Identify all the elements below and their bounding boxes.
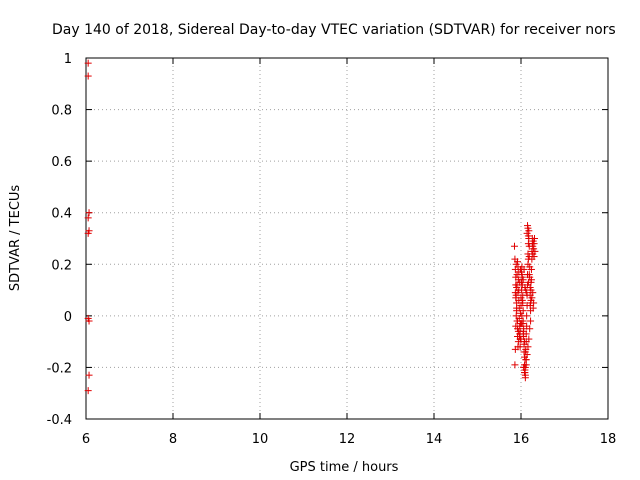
data-point — [518, 296, 526, 304]
x-tick-label: 6 — [82, 432, 90, 447]
data-point — [518, 312, 526, 320]
plot-frame — [85, 57, 609, 420]
data-point — [526, 325, 534, 333]
x-tick-label: 14 — [426, 432, 443, 447]
data-point — [527, 317, 535, 325]
y-tick-labels: -0.4 -0.2 0 0.2 0.4 0.6 0.8 1 — [47, 52, 72, 428]
data-point — [84, 59, 92, 67]
data-point — [530, 235, 538, 242]
y-tick-label: 0.6 — [51, 155, 72, 170]
data-point — [528, 294, 536, 302]
data-point — [511, 345, 519, 353]
x-tick-label: 8 — [169, 432, 177, 447]
y-tick-label: 0 — [64, 310, 72, 325]
y-tick-label: 0.8 — [51, 104, 72, 119]
data-point — [527, 265, 535, 273]
data-point — [84, 72, 92, 80]
data-point — [515, 268, 523, 276]
data-point — [510, 242, 518, 250]
data-point — [516, 343, 524, 351]
x-tick-label: 16 — [513, 432, 530, 447]
data-point — [527, 278, 535, 286]
data-point — [531, 247, 539, 255]
data-point — [84, 387, 92, 395]
data-point — [519, 330, 527, 338]
data-point — [523, 229, 531, 237]
y-tick-label: -0.4 — [47, 413, 72, 428]
data-point — [84, 229, 92, 237]
data-point — [530, 299, 538, 307]
x-axis-label: GPS time / hours — [290, 460, 399, 475]
data-point — [512, 260, 520, 268]
data-point — [524, 343, 532, 351]
data-point — [519, 307, 527, 315]
data-point — [511, 361, 519, 369]
x-tick-label: 18 — [600, 432, 617, 447]
y-tick-label: 1 — [64, 52, 72, 67]
data-point — [84, 214, 92, 222]
chart-title: Day 140 of 2018, Sidereal Day-to-day VTE… — [52, 22, 616, 38]
data-point — [530, 253, 538, 261]
y-tick-label: -0.2 — [47, 361, 72, 376]
data-point — [519, 276, 527, 284]
data-point — [522, 361, 530, 369]
data-point — [514, 327, 522, 335]
data-point — [522, 286, 530, 294]
x-tick-labels: 6 8 10 12 14 16 18 — [82, 432, 616, 447]
y-tick-label: 0.4 — [51, 207, 72, 222]
x-tick-label: 10 — [252, 432, 269, 447]
data-points — [84, 59, 539, 395]
data-point — [514, 338, 522, 346]
x-tick-label: 12 — [339, 432, 356, 447]
y-tick-label: 0.2 — [51, 258, 72, 273]
data-point — [513, 281, 521, 289]
data-point — [513, 304, 521, 312]
grid-lines — [86, 58, 608, 419]
data-point — [525, 271, 533, 279]
data-point — [525, 335, 533, 343]
data-point — [521, 374, 529, 382]
data-point — [85, 317, 93, 325]
data-point — [85, 209, 93, 217]
data-point — [524, 255, 532, 263]
data-point — [524, 224, 532, 232]
data-point — [521, 348, 529, 356]
data-point — [515, 332, 523, 340]
data-point — [511, 289, 519, 297]
data-point — [529, 289, 537, 297]
data-point — [514, 317, 522, 325]
axes — [85, 57, 609, 420]
y-axis-label: SDTVAR / TECUs — [8, 185, 23, 292]
data-point — [517, 320, 525, 328]
data-point — [85, 371, 93, 379]
data-point — [520, 369, 528, 377]
